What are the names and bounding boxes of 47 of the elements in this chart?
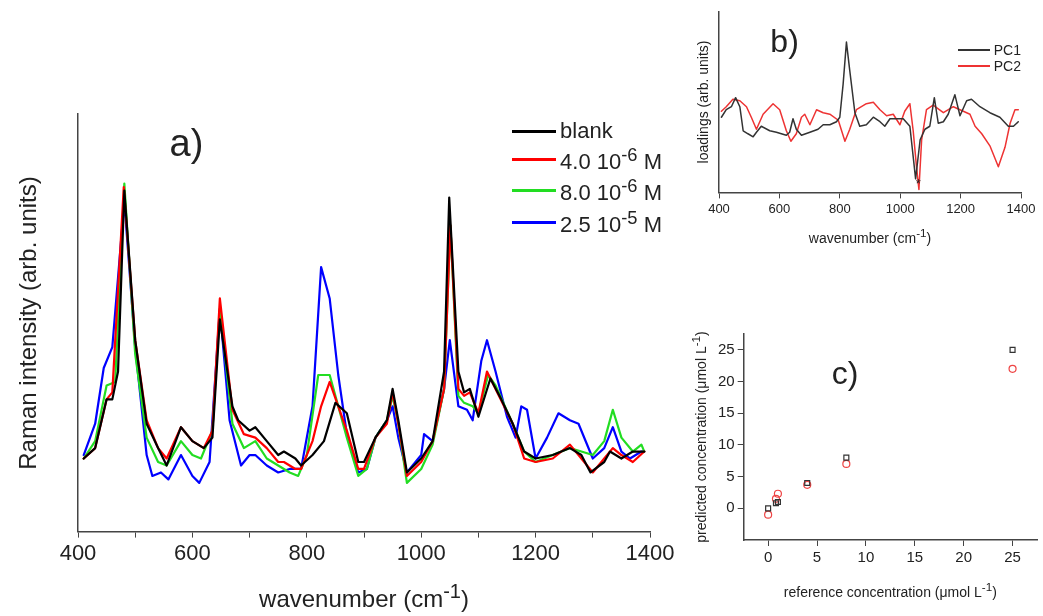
point — [765, 505, 772, 512]
y-axis-title: loadings (arb. units) — [695, 40, 711, 164]
x-tick-label: 800 — [828, 200, 851, 216]
x-tick-label: 1000 — [396, 539, 446, 565]
x-tick-label: 600 — [174, 539, 211, 565]
legend-label: 8.0 10$^{-6}$ M — [560, 175, 662, 207]
legend-label: PC1 — [993, 42, 1021, 58]
y-tick-label: 10 — [718, 435, 735, 453]
y-axis-title: Raman intensity (arb. units) — [14, 176, 42, 470]
y-tick-label: 0 — [726, 498, 735, 516]
legend-label: blank — [560, 118, 613, 144]
point — [773, 489, 783, 498]
point — [1008, 364, 1017, 373]
x-tick-label: 1200 — [511, 539, 561, 565]
annotation: c) — [831, 354, 859, 392]
y-tick-label: 20 — [718, 371, 735, 389]
x-tick-label: 1400 — [625, 539, 675, 565]
x-tick-label: 1400 — [1006, 200, 1036, 216]
x-tick-label: 5 — [812, 548, 822, 566]
legend-label: PC2 — [993, 58, 1021, 74]
y-tick-label: 5 — [726, 466, 735, 484]
point — [842, 459, 851, 469]
y-tick-label: 15 — [718, 403, 735, 421]
x-tick-label: 400 — [59, 539, 97, 565]
text: a) — [169, 122, 204, 166]
point — [771, 494, 781, 503]
x-axis-title: reference concentration (μmol L$^{-1}$) — [783, 580, 997, 600]
point — [764, 510, 773, 519]
x-tick-label: 1200 — [946, 200, 976, 216]
x-tick-label: 25 — [1004, 548, 1021, 566]
x-tick-label: 400 — [708, 200, 730, 216]
x-tick-label: 800 — [288, 539, 326, 565]
annotation: * — [915, 176, 921, 192]
x-tick-label: 15 — [906, 548, 924, 566]
x-tick-label: 0 — [763, 548, 773, 566]
y-tick-label: 25 — [718, 339, 735, 357]
legend-label: 4.0 10$^{-6}$ M — [560, 144, 662, 176]
point — [843, 454, 850, 461]
x-axis-title: wavenumber (cm$^{-1}$) — [808, 226, 932, 247]
x-tick-label: 10 — [857, 548, 875, 566]
annotation: b) — [770, 22, 799, 60]
x-tick-label: 600 — [768, 200, 791, 216]
x-tick-label: 20 — [955, 548, 973, 566]
x-axis-title: wavenumber (cm$^{-1}$) — [259, 579, 469, 613]
legend-label: 2.5 10$^{-5}$ M — [560, 206, 662, 238]
x-tick-label: 1000 — [885, 200, 915, 216]
point — [1009, 346, 1016, 353]
